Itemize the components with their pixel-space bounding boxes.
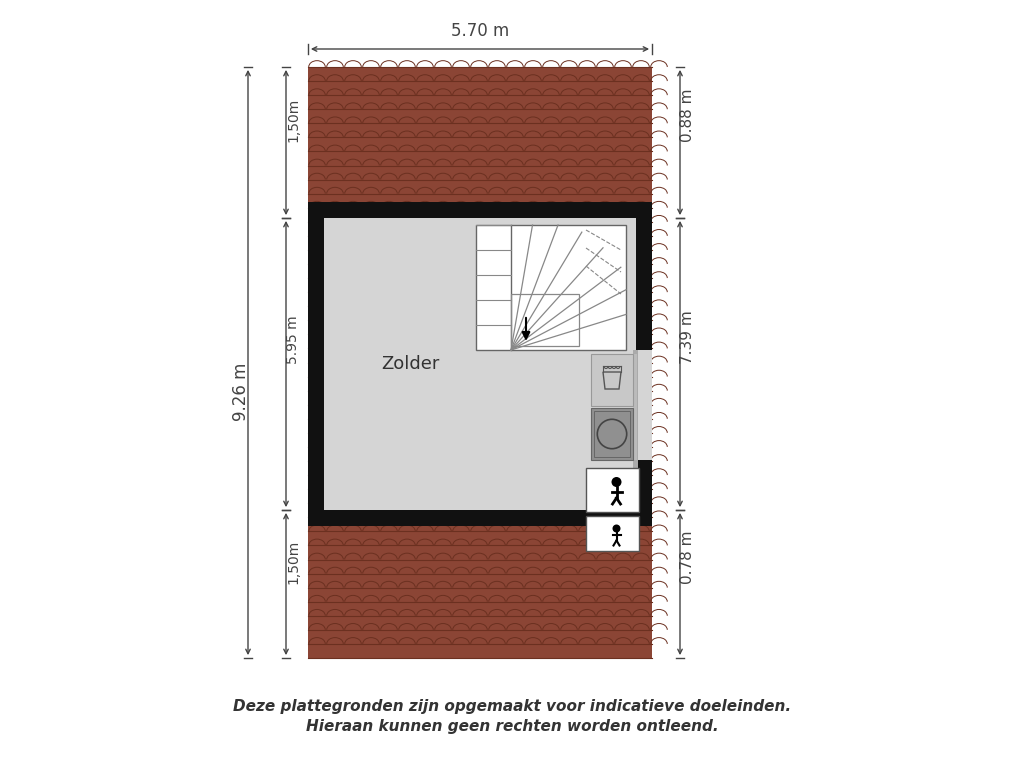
Text: 5.95 m: 5.95 m [286,316,300,364]
Text: 1,50m: 1,50m [286,98,300,143]
Bar [308,202,324,526]
Bar [511,293,579,346]
Bar [636,350,652,510]
Text: 1,50m: 1,50m [286,540,300,584]
Bar [591,408,633,460]
Bar [594,411,630,457]
Bar [476,225,626,350]
Text: 7.39 m: 7.39 m [680,310,694,364]
Bar [636,460,652,510]
Bar [633,354,637,460]
Bar [324,218,636,510]
Bar [633,350,638,510]
Text: 0.88 m: 0.88 m [680,89,694,143]
Text: 9.26 m: 9.26 m [232,362,250,421]
Bar [308,67,652,658]
Text: 0.78 m: 0.78 m [680,531,694,584]
Bar [636,202,652,526]
Bar [308,510,652,526]
Bar [591,354,633,406]
Bar [308,202,652,218]
Text: 5.70 m: 5.70 m [451,22,509,40]
Text: Hieraan kunnen geen rechten worden ontleend.: Hieraan kunnen geen rechten worden ontle… [306,719,718,733]
Text: Zolder: Zolder [381,355,439,373]
Bar [586,516,639,551]
Circle shape [611,477,622,487]
Circle shape [612,525,621,532]
Text: Deze plattegronden zijn opgemaakt voor indicatieve doeleinden.: Deze plattegronden zijn opgemaakt voor i… [232,699,792,713]
Bar [586,468,639,512]
